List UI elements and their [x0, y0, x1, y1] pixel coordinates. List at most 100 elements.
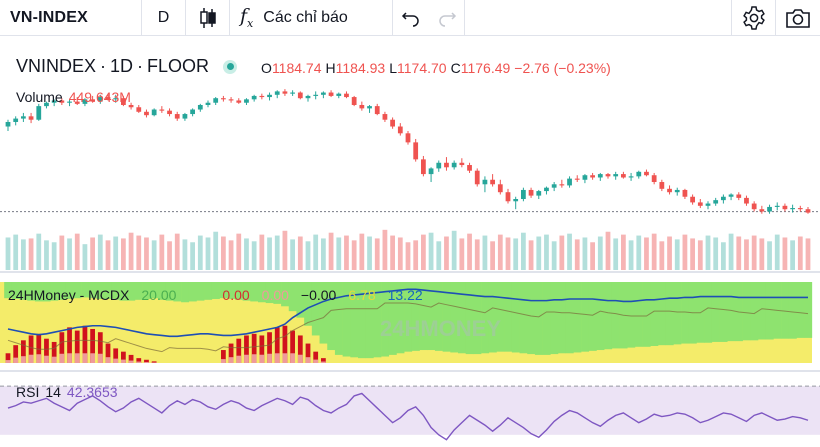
candle-body [444, 162, 449, 168]
volume-bar [97, 234, 103, 270]
candle-body [436, 162, 442, 169]
rsi-period: 14 [45, 384, 61, 400]
mcdx-green-bar [81, 282, 90, 298]
candle-body [159, 109, 165, 111]
candle-body [5, 121, 11, 127]
mcdx-green-bar [765, 282, 774, 340]
volume-bar [244, 238, 249, 270]
volume-bar [405, 242, 411, 270]
volume-bar [782, 237, 788, 270]
screenshot-button[interactable] [776, 0, 820, 36]
volume-bar [213, 231, 219, 270]
volume-bar [451, 230, 457, 270]
mcdx-pink-bar [59, 353, 65, 363]
indicators-button[interactable]: fx Các chỉ báo [230, 0, 393, 36]
rsi-label: RSI [16, 384, 40, 400]
watermark-text: 24HMONEY [380, 316, 501, 341]
rsi-line [7, 392, 809, 441]
volume-bar [21, 239, 26, 270]
low-value: 1174.70 [397, 59, 447, 76]
mcdx-red-bar [321, 358, 326, 363]
chart-area[interactable]: 24HMONEY [0, 36, 820, 447]
mcdx-value: 20.00 [141, 287, 177, 303]
candle-body [467, 165, 472, 171]
high-value: 1184.93 [335, 59, 386, 76]
mcdx-green-bar [273, 282, 282, 304]
candle-body [428, 168, 434, 175]
volume-bar [682, 234, 688, 270]
candle-body [74, 101, 80, 104]
volume-bar [667, 236, 672, 270]
volume-bar [644, 237, 649, 270]
mcdx-red-bar [67, 327, 72, 363]
low-label: L [389, 59, 398, 76]
candle-body [751, 203, 757, 210]
mcdx-green-bar [34, 282, 43, 302]
mcdx-red-bar [51, 341, 57, 363]
mcdx-pink-bar [13, 357, 19, 363]
volume-bar [282, 230, 288, 270]
candle-body [82, 99, 88, 104]
volume-bar [805, 238, 811, 270]
mcdx-green-bar [350, 282, 359, 358]
candle-body [282, 91, 288, 94]
mcdx-green-bar [588, 282, 597, 351]
volume-bar [605, 231, 611, 270]
interval-button[interactable]: D [142, 0, 186, 36]
mcdx-pink-bar [128, 360, 134, 363]
candle-body [228, 99, 234, 101]
symbol-search-button[interactable]: VN-INDEX [0, 0, 142, 36]
candle-body [351, 97, 357, 105]
mcdx-pink-bar [297, 354, 303, 363]
settings-button[interactable] [732, 0, 776, 36]
volume-bar [128, 232, 134, 270]
mcdx-green-bar [219, 282, 228, 299]
volume-bar [174, 233, 180, 270]
candle-body [759, 209, 765, 212]
mcdx-green-bar [396, 282, 405, 354]
chart-type-button[interactable] [186, 0, 230, 36]
volume-bar [567, 233, 572, 270]
volume-bar [313, 234, 319, 270]
mcdx-red-bar [144, 359, 149, 363]
volume-bar [397, 237, 403, 270]
candle-body [336, 93, 342, 96]
volume-bar [767, 241, 772, 270]
candle-body [390, 119, 395, 127]
candle-body [359, 104, 365, 109]
volume-bar [159, 234, 165, 270]
candle-body [705, 203, 711, 206]
close-label: C [450, 59, 461, 76]
volume-bar [467, 233, 472, 270]
mcdx-green-bar [127, 282, 136, 301]
volume-bar [136, 235, 142, 270]
volume-bar [474, 239, 480, 270]
mcdx-green-bar [496, 282, 505, 352]
candle-body [105, 97, 111, 100]
legend-symbol: VNINDEX [16, 56, 97, 76]
volume-bar [559, 235, 565, 270]
mcdx-green-bar [281, 282, 290, 307]
redo-button[interactable] [429, 0, 465, 36]
candle-body [267, 94, 272, 98]
mcdx-green-bar [19, 282, 28, 300]
close-value: 1176.49 [460, 59, 511, 76]
mcdx-average-line [7, 302, 809, 353]
mcdx-pink-bar [244, 354, 249, 363]
mcdx-green-bar [488, 282, 497, 353]
undo-button[interactable] [393, 0, 429, 36]
volume-bar [297, 236, 303, 270]
volume-bar [374, 238, 380, 270]
mcdx-green-bar [542, 282, 551, 355]
candle-body [613, 174, 619, 177]
candle-body [397, 126, 403, 134]
mcdx-green-bar [742, 282, 751, 341]
volume-bar [359, 233, 365, 270]
volume-bar [790, 240, 795, 270]
mcdx-green-bar [342, 282, 351, 357]
mcdx-pink-bar [251, 354, 257, 363]
candle-body [713, 200, 719, 204]
mcdx-green-bar [634, 282, 643, 347]
interval-label: D [157, 8, 170, 26]
mcdx-green-bar [150, 282, 159, 299]
